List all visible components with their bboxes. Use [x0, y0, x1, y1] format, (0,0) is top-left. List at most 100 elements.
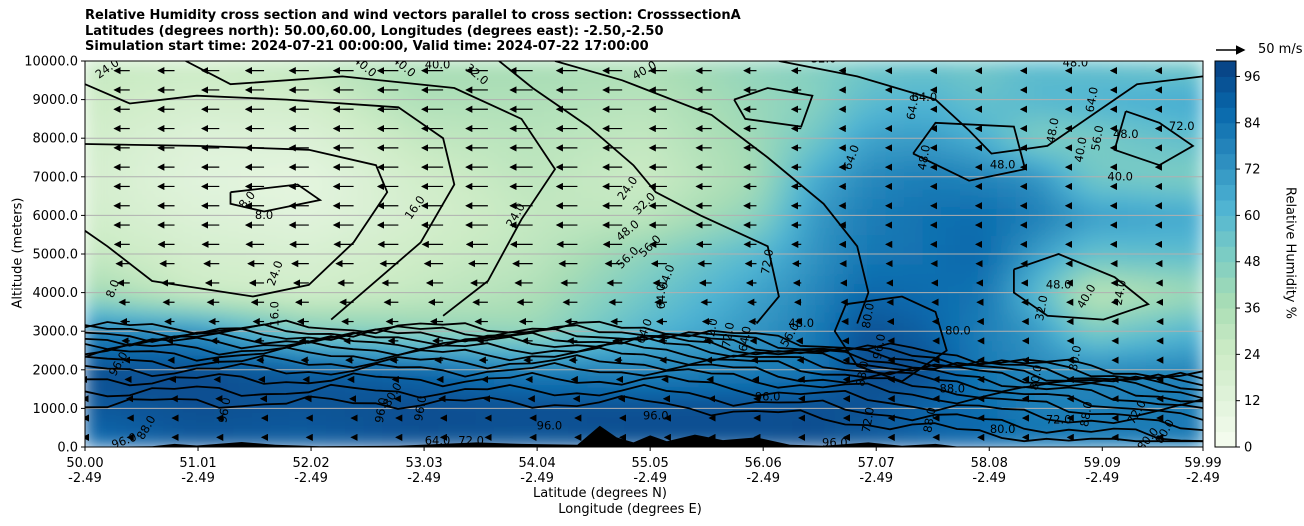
humidity-cell [773, 156, 795, 169]
humidity-cell [810, 417, 832, 429]
humidity-cell [270, 378, 291, 391]
humidity-cell [419, 378, 441, 391]
humidity-cell [624, 330, 645, 342]
humidity-cell [326, 291, 347, 304]
humidity-cell [1127, 339, 1149, 352]
humidity-cell [568, 108, 590, 120]
humidity-cell [475, 224, 496, 236]
humidity-cell [531, 156, 552, 169]
humidity-cell [214, 397, 236, 410]
humidity-cell [1164, 224, 1186, 236]
humidity-cell [419, 214, 441, 227]
humidity-cell [829, 185, 850, 198]
humidity-cell [1127, 61, 1149, 72]
humidity-cell [1034, 233, 1055, 246]
humidity-cell [754, 88, 776, 101]
humidity-cell [698, 127, 720, 140]
humidity-cell [903, 204, 925, 217]
humidity-cell [568, 88, 590, 101]
humidity-cell [959, 349, 981, 362]
humidity-cell [903, 195, 925, 207]
humidity-cell [643, 146, 664, 159]
humidity-cell [1034, 224, 1055, 236]
humidity-cell [810, 69, 832, 82]
humidity-cell [736, 233, 757, 246]
humidity-cell [959, 436, 981, 447]
humidity-cell [1052, 388, 1074, 400]
humidity-cell [475, 436, 496, 447]
humidity-cell [400, 79, 422, 91]
humidity-cell [121, 185, 142, 198]
humidity-cell [177, 79, 198, 91]
humidity-cell [1052, 98, 1074, 111]
humidity-cell [1071, 88, 1093, 101]
humidity-cell [810, 281, 832, 294]
humidity-cell [233, 98, 254, 111]
humidity-cell [1015, 79, 1037, 91]
humidity-cell [661, 397, 683, 410]
humidity-cell [531, 137, 552, 149]
humidity-cell [251, 79, 273, 91]
humidity-cell [326, 339, 347, 352]
humidity-cell [382, 281, 403, 294]
humidity-cell [326, 281, 347, 294]
humidity-cell [1127, 98, 1149, 111]
humidity-cell [475, 281, 496, 294]
humidity-cell [997, 320, 1018, 333]
humidity-cell [829, 233, 850, 246]
humidity-cell [102, 262, 124, 275]
humidity-cell [195, 262, 217, 275]
humidity-cell [419, 224, 441, 236]
humidity-cell [829, 79, 850, 91]
humidity-cell [773, 330, 795, 342]
axes: 0.01000.02000.03000.04000.05000.06000.07… [24, 55, 1221, 487]
humidity-cell [643, 301, 664, 313]
humidity-cell [736, 368, 757, 381]
humidity-cell [400, 243, 422, 255]
humidity-cell [1164, 204, 1186, 217]
humidity-cell [1052, 397, 1074, 410]
humidity-cell [997, 88, 1018, 101]
humidity-cell [1183, 349, 1203, 362]
humidity-cell [456, 204, 478, 217]
humidity-cell [717, 146, 739, 159]
humidity-cell [1052, 281, 1074, 294]
humidity-cell [438, 127, 459, 140]
humidity-cell [121, 426, 142, 439]
humidity-cell [344, 310, 366, 323]
humidity-cell [847, 69, 869, 82]
humidity-cell [829, 339, 850, 352]
humidity-cell [736, 359, 757, 371]
humidity-cell [643, 98, 664, 111]
humidity-cell [941, 156, 962, 169]
humidity-cell [419, 185, 441, 198]
humidity-cell [400, 281, 422, 294]
humidity-cell [643, 320, 664, 333]
humidity-cell [139, 214, 161, 227]
humidity-cell [587, 175, 608, 188]
humidity-cell [568, 417, 590, 429]
humidity-cell [1108, 291, 1130, 304]
humidity-cell [251, 253, 273, 265]
humidity-cell [438, 185, 459, 198]
humidity-cell [158, 301, 180, 313]
humidity-cell [475, 88, 496, 101]
humidity-cell [829, 175, 850, 188]
humidity-cell [792, 195, 813, 207]
humidity-cell [1127, 243, 1149, 255]
contour-line [733, 87, 814, 128]
humidity-cell [1164, 426, 1186, 439]
humidity-cell [866, 378, 888, 391]
humidity-cell [158, 281, 180, 294]
humidity-cell [139, 397, 161, 410]
humidity-cell [1071, 310, 1093, 323]
humidity-cell [922, 214, 944, 227]
humidity-cell [810, 117, 832, 130]
humidity-cell [736, 224, 757, 236]
humidity-cell [997, 98, 1018, 111]
humidity-cell [419, 320, 441, 333]
humidity-cell [512, 98, 534, 111]
humidity-cell [363, 339, 385, 352]
humidity-cell [288, 339, 310, 352]
humidity-cell [922, 69, 944, 82]
